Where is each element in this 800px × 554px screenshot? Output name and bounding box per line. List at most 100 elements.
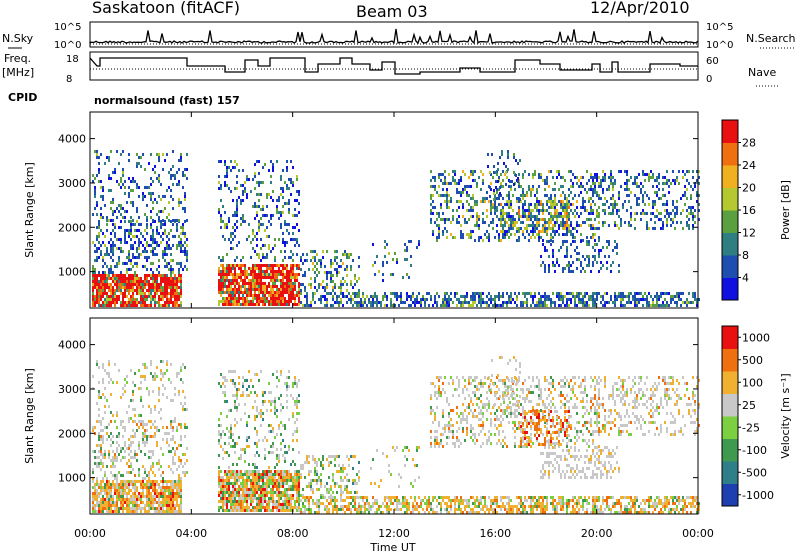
power-cell	[300, 301, 302, 304]
power-cell	[444, 218, 446, 221]
power-cell	[438, 215, 440, 218]
velocity-cell	[154, 501, 156, 504]
velocity-cell	[148, 450, 150, 453]
velocity-cell	[166, 426, 168, 429]
velocity-cell	[266, 494, 268, 497]
power-cell	[530, 230, 532, 233]
power-cell	[142, 235, 144, 238]
velocity-cell	[268, 503, 270, 506]
power-cell	[160, 277, 162, 280]
power-cell	[350, 280, 352, 283]
velocity-cell	[148, 471, 150, 474]
power-cell	[282, 288, 284, 291]
power-cell	[500, 203, 502, 206]
power-cell	[352, 292, 354, 295]
power-cell	[516, 212, 518, 215]
power-cell	[600, 185, 602, 188]
power-cell	[92, 241, 94, 244]
power-cell	[480, 301, 482, 304]
power-cell	[696, 170, 698, 173]
velocity-cell	[222, 500, 224, 503]
power-cell	[446, 197, 448, 200]
power-cell	[550, 197, 552, 200]
power-cell	[580, 301, 582, 304]
power-cell	[486, 230, 488, 233]
power-cell	[566, 221, 568, 224]
power-cell	[668, 292, 670, 295]
power-cell	[590, 206, 592, 209]
velocity-cell	[148, 435, 150, 438]
power-cell	[450, 200, 452, 203]
velocity-cell	[264, 482, 266, 485]
velocity-cell	[122, 426, 124, 429]
power-cell	[546, 221, 548, 224]
power-cell	[92, 289, 94, 292]
power-cell	[544, 230, 546, 233]
power-cell	[138, 223, 140, 226]
power-cell	[264, 276, 266, 279]
velocity-cell	[234, 479, 236, 482]
power-cell	[472, 206, 474, 209]
power-cell	[224, 160, 226, 163]
velocity-cell	[114, 489, 116, 492]
power-cell	[488, 236, 490, 239]
velocity-cell	[250, 491, 252, 494]
power-cell	[232, 264, 234, 267]
power-cell	[128, 280, 130, 283]
power-cell	[140, 165, 142, 168]
velocity-cell	[242, 479, 244, 482]
power-cell	[280, 300, 282, 303]
power-cell	[122, 304, 124, 307]
velocity-cell	[156, 426, 158, 429]
power-cell	[342, 283, 344, 286]
power-cell	[220, 273, 222, 276]
velocity-cell	[112, 504, 114, 507]
velocity-cell	[126, 486, 128, 489]
power-cell	[262, 297, 264, 300]
power-cell	[268, 267, 270, 270]
power-cell	[114, 304, 116, 307]
velocity-cell	[236, 494, 238, 497]
velocity-cell	[180, 480, 182, 483]
power-cell	[536, 215, 538, 218]
velocity-cell	[262, 494, 264, 497]
power-cell	[414, 301, 416, 304]
power-cell	[144, 274, 146, 277]
velocity-cell	[244, 473, 246, 476]
power-cell	[444, 295, 446, 298]
power-cell	[108, 174, 110, 177]
power-cell	[102, 289, 104, 292]
velocity-cell	[262, 482, 264, 485]
power-cell	[222, 279, 224, 282]
velocity-cell	[238, 500, 240, 503]
power-cell	[418, 301, 420, 304]
power-cell	[664, 182, 666, 185]
power-cell	[152, 274, 154, 277]
power-cell	[314, 265, 316, 268]
power-cell	[670, 301, 672, 304]
power-cell	[476, 304, 478, 307]
power-cell	[176, 171, 178, 174]
power-cell	[152, 271, 154, 274]
power-cell	[552, 215, 554, 218]
power-cell	[494, 298, 496, 301]
power-cell	[550, 301, 552, 304]
power-cell	[316, 262, 318, 265]
power-cell	[674, 182, 676, 185]
power-cell	[110, 256, 112, 259]
power-cell	[450, 233, 452, 236]
velocity-cell	[122, 489, 124, 492]
power-cell	[588, 188, 590, 191]
power-cell	[592, 224, 594, 227]
velocity-cell	[106, 489, 108, 492]
power-cell	[242, 169, 244, 172]
power-cell	[280, 291, 282, 294]
power-cell	[174, 219, 176, 222]
power-cell	[110, 304, 112, 307]
power-cell	[538, 185, 540, 188]
power-colorbar-segment	[722, 277, 738, 301]
power-cell	[506, 304, 508, 307]
power-cell	[230, 273, 232, 276]
power-cell	[356, 301, 358, 304]
velocity-cell	[268, 500, 270, 503]
